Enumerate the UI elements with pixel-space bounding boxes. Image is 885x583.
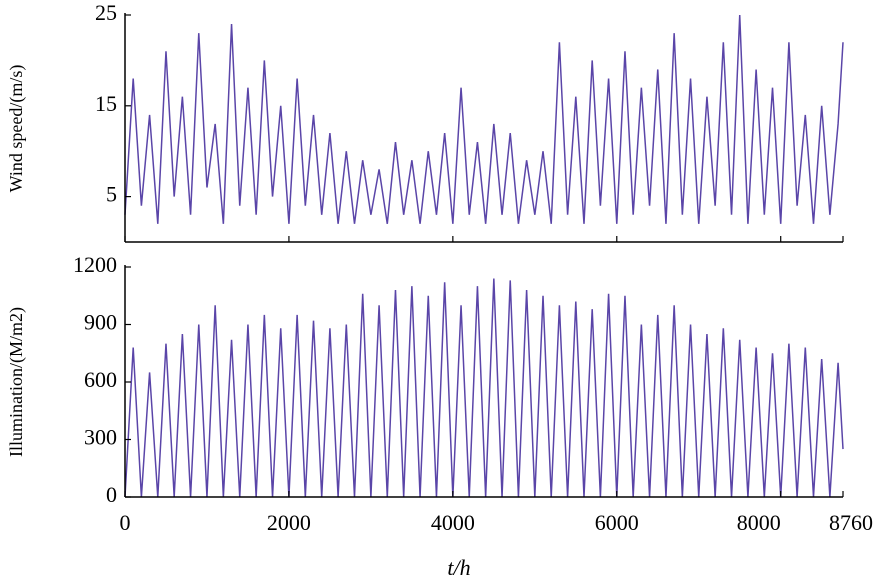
y-axis-label: Wind speed/(m/s): [6, 65, 27, 193]
y-tick-label: 1200: [73, 252, 117, 277]
x-tick-label: 2000: [267, 510, 311, 535]
data-line: [124, 14, 844, 224]
x-axis-label: t/h: [447, 555, 470, 580]
y-tick-label: 15: [95, 91, 117, 116]
y-tick-label: 0: [106, 482, 117, 507]
y-tick-label: 5: [106, 182, 117, 207]
x-tick-label: 8760: [829, 510, 873, 535]
x-tick-label: 8000: [737, 510, 781, 535]
data-line: [124, 278, 844, 498]
y-axis-label: Illumination/(M/m2): [6, 307, 27, 457]
x-tick-label: 6000: [595, 510, 639, 535]
x-tick-label: 0: [120, 510, 131, 535]
x-tick-label: 4000: [431, 510, 475, 535]
y-tick-label: 600: [84, 367, 117, 392]
y-tick-label: 25: [95, 0, 117, 25]
y-tick-label: 300: [84, 425, 117, 450]
y-tick-label: 900: [84, 310, 117, 335]
